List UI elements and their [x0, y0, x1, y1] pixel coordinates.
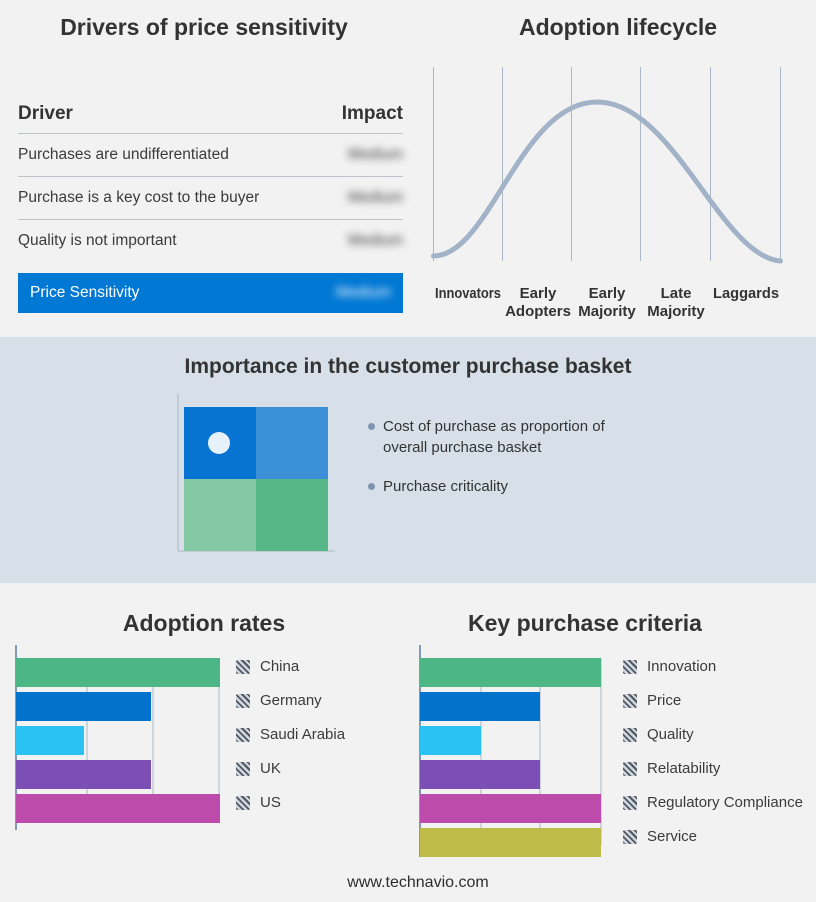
svg-text:Innovators: Innovators — [435, 285, 501, 302]
svg-text:Early: Early — [520, 285, 557, 302]
svg-text:Majority: Majority — [578, 303, 636, 320]
svg-text:Early: Early — [589, 285, 626, 302]
svg-text:Adopters: Adopters — [505, 303, 571, 320]
svg-text:Majority: Majority — [647, 303, 705, 320]
svg-text:Laggards: Laggards — [713, 285, 779, 302]
svg-text:Late: Late — [661, 285, 692, 302]
